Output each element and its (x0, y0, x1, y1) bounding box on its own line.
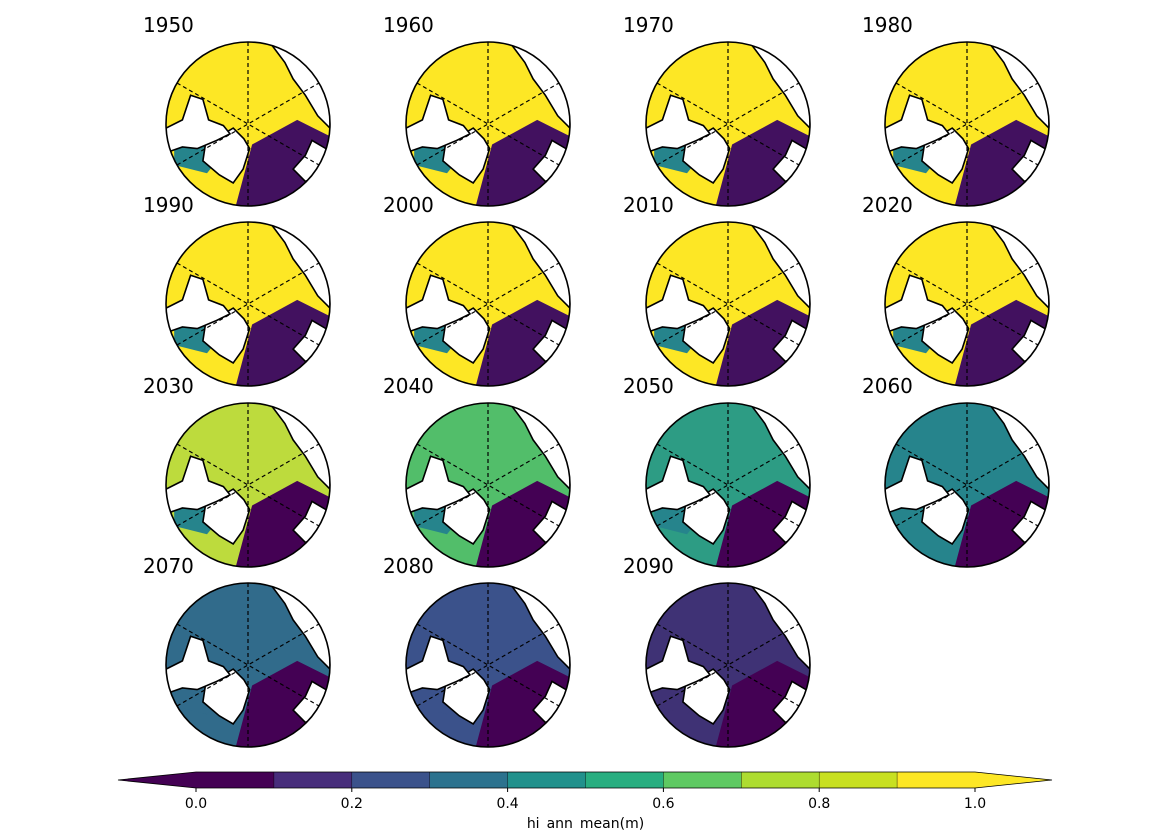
panel-title: 2060 (862, 374, 913, 398)
map-panel: 1950 (143, 13, 331, 207)
map-panel: 2090 (623, 554, 811, 748)
panel-title: 2090 (623, 554, 674, 578)
panel-title: 2010 (623, 193, 674, 217)
colorbar-tick-label: 0.6 (652, 796, 674, 812)
map-panel: 1960 (383, 13, 571, 207)
map-panel: 1980 (862, 13, 1050, 207)
colorbar-segment (507, 772, 586, 788)
colorbar-segment (196, 772, 275, 788)
colorbar-tick-label: 0.8 (808, 796, 830, 812)
map-panel: 2030 (143, 374, 331, 568)
colorbar-segment (819, 772, 898, 788)
panel-title: 2020 (862, 193, 913, 217)
colorbar-segment (429, 772, 509, 788)
colorbar-segment (273, 772, 353, 788)
colorbar-segment (897, 772, 976, 788)
colorbar-segment (585, 772, 664, 788)
map-panel: 2040 (383, 374, 571, 568)
map-panel: 1970 (623, 13, 811, 207)
map-panel: 2070 (143, 554, 331, 748)
colorbar-under-arrow (118, 772, 196, 788)
map-panel: 2080 (383, 554, 571, 748)
colorbar-tick-label: 0.2 (341, 796, 363, 812)
panel-title: 2070 (143, 554, 194, 578)
map-panel: 2000 (383, 193, 571, 387)
panel-title: 1950 (143, 13, 194, 37)
panel-title: 1970 (623, 13, 674, 37)
colorbar-over-arrow (975, 772, 1052, 788)
panel-title: 2080 (383, 554, 434, 578)
panel-title: 2040 (383, 374, 434, 398)
colorbar-tick-label: 0.4 (496, 796, 518, 812)
panel-title: 1990 (143, 193, 194, 217)
map-panel: 2020 (862, 193, 1050, 387)
colorbar-segment (741, 772, 820, 788)
colorbar: 0.0 0.2 0.4 0.6 0.8 1.0 hi_ann_mean(m) (117, 771, 1053, 830)
map-panel: 2010 (623, 193, 811, 387)
colorbar-label: hi_ann_mean(m) (527, 816, 644, 830)
panel-title: 1980 (862, 13, 913, 37)
colorbar-tick-label: 0.0 (185, 796, 207, 812)
panel-title: 2000 (383, 193, 434, 217)
map-panel: 2050 (623, 374, 811, 568)
colorbar-segment (351, 772, 431, 788)
colorbar-segment (663, 772, 742, 788)
panel-title: 2030 (143, 374, 194, 398)
panel-title: 1960 (383, 13, 434, 37)
colorbar-tick-label: 1.0 (964, 796, 986, 812)
map-panel: 1990 (143, 193, 331, 387)
map-panel: 2060 (862, 374, 1050, 568)
panel-title: 2050 (623, 374, 674, 398)
